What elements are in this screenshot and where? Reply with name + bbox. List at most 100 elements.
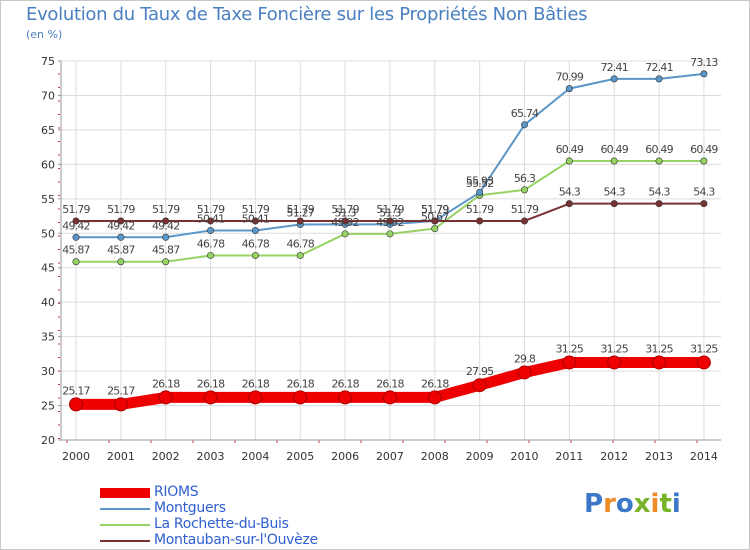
logo-letter: t	[659, 489, 672, 519]
x-tick-label: 2005	[286, 450, 314, 463]
data-point	[341, 217, 349, 225]
data-point	[382, 390, 397, 405]
data-label: 26.18	[242, 377, 270, 390]
data-label: 51.79	[511, 203, 539, 216]
data-point	[162, 233, 170, 241]
data-label: 29.8	[514, 352, 536, 365]
legend-swatch-montauban-sur-l-ouveze	[100, 540, 150, 542]
data-point	[655, 200, 663, 208]
data-label: 51.79	[376, 203, 404, 216]
x-tick-label: 2000	[62, 450, 90, 463]
data-point	[72, 258, 80, 266]
data-label: 49.42	[152, 219, 180, 232]
data-point	[72, 233, 80, 241]
data-label: 56.3	[514, 172, 536, 185]
logo-letter: x	[633, 489, 651, 519]
plot-area	[61, 61, 721, 440]
logo-letter: r	[603, 489, 616, 519]
data-label: 50.41	[242, 212, 270, 225]
data-point	[562, 355, 577, 370]
data-label: 26.18	[197, 377, 225, 390]
data-label: 50.41	[197, 212, 225, 225]
data-point	[431, 225, 439, 233]
data-point	[251, 226, 259, 234]
data-label: 51.79	[421, 203, 449, 216]
x-tick-label: 2012	[600, 450, 628, 463]
data-label: 54.3	[648, 186, 670, 199]
data-label: 54.3	[604, 186, 626, 199]
data-label: 51.79	[242, 203, 270, 216]
data-label: 26.18	[331, 377, 359, 390]
x-tick-label: 2006	[331, 450, 359, 463]
legend-swatch-montguers	[100, 508, 150, 510]
y-unit-label: (en %)	[26, 28, 63, 41]
y-tick-label: 60	[41, 158, 55, 171]
data-label: 46.78	[197, 237, 225, 250]
data-label: 26.18	[421, 377, 449, 390]
data-label: 49.92	[331, 216, 359, 229]
x-tick-label: 2009	[466, 450, 494, 463]
data-label: 51.3	[379, 206, 401, 219]
y-tick-label: 40	[41, 296, 55, 309]
data-label: 31.25	[556, 342, 584, 355]
data-point	[207, 226, 215, 234]
data-point	[386, 230, 394, 238]
data-point	[565, 157, 573, 165]
legend-label-la-rochette-du-buis: La Rochette-du-Buis	[154, 516, 289, 532]
chart-title: Evolution du Taux de Taxe Foncière sur l…	[26, 4, 588, 25]
data-point	[565, 200, 573, 208]
data-label: 51.79	[152, 203, 180, 216]
x-tick-label: 2013	[645, 450, 673, 463]
data-point	[117, 217, 125, 225]
data-point	[203, 390, 218, 405]
data-point	[610, 75, 618, 83]
data-label: 31.25	[600, 342, 628, 355]
y-tick-label: 50	[41, 227, 55, 240]
data-point	[610, 157, 618, 165]
y-tick-label: 20	[41, 434, 55, 447]
data-point	[162, 217, 170, 225]
data-label: 60.49	[690, 143, 718, 156]
data-point	[338, 390, 353, 405]
data-label: 26.18	[152, 377, 180, 390]
x-tick-label: 2014	[690, 450, 718, 463]
data-point	[431, 217, 439, 225]
data-label: 55.52	[466, 177, 494, 190]
data-point	[69, 397, 83, 412]
data-point	[520, 217, 528, 225]
y-tick-label: 25	[41, 400, 55, 413]
legend-swatch-la-rochette-du-buis	[100, 524, 150, 526]
legend-item-montauban-sur-l-ouveze: Montauban-sur-l'Ouvèze	[100, 532, 380, 549]
data-point	[251, 217, 259, 225]
data-label: 60.49	[600, 143, 628, 156]
data-label: 31.25	[645, 342, 673, 355]
x-tick-label: 2008	[421, 450, 449, 463]
x-tick-label: 2007	[376, 450, 404, 463]
logo-letter: o	[615, 489, 634, 519]
data-label: 51.79	[107, 203, 135, 216]
data-point	[386, 217, 394, 225]
data-label: 51.79	[331, 203, 359, 216]
data-label: 54.3	[559, 186, 581, 199]
x-tick-label: 2002	[152, 450, 180, 463]
data-point	[700, 157, 708, 165]
data-point	[610, 200, 618, 208]
data-label: 25.17	[107, 384, 135, 397]
x-tick-label: 2010	[511, 450, 539, 463]
data-label: 49.92	[376, 216, 404, 229]
data-point	[117, 258, 125, 266]
data-label: 49.42	[62, 219, 90, 232]
data-label: 25.17	[62, 384, 90, 397]
data-point	[251, 251, 259, 259]
y-tick-label: 35	[41, 331, 55, 344]
data-label: 65.74	[511, 107, 539, 120]
data-point	[607, 355, 622, 370]
data-label: 51.79	[62, 203, 90, 216]
data-label: 54.3	[693, 186, 715, 199]
data-label: 51.79	[466, 203, 494, 216]
data-point	[520, 121, 528, 129]
data-label: 72.41	[645, 61, 673, 74]
data-point	[296, 251, 304, 259]
proxiti-logo: Proxiti	[584, 489, 681, 519]
legend-label-montguers: Montguers	[154, 500, 226, 516]
